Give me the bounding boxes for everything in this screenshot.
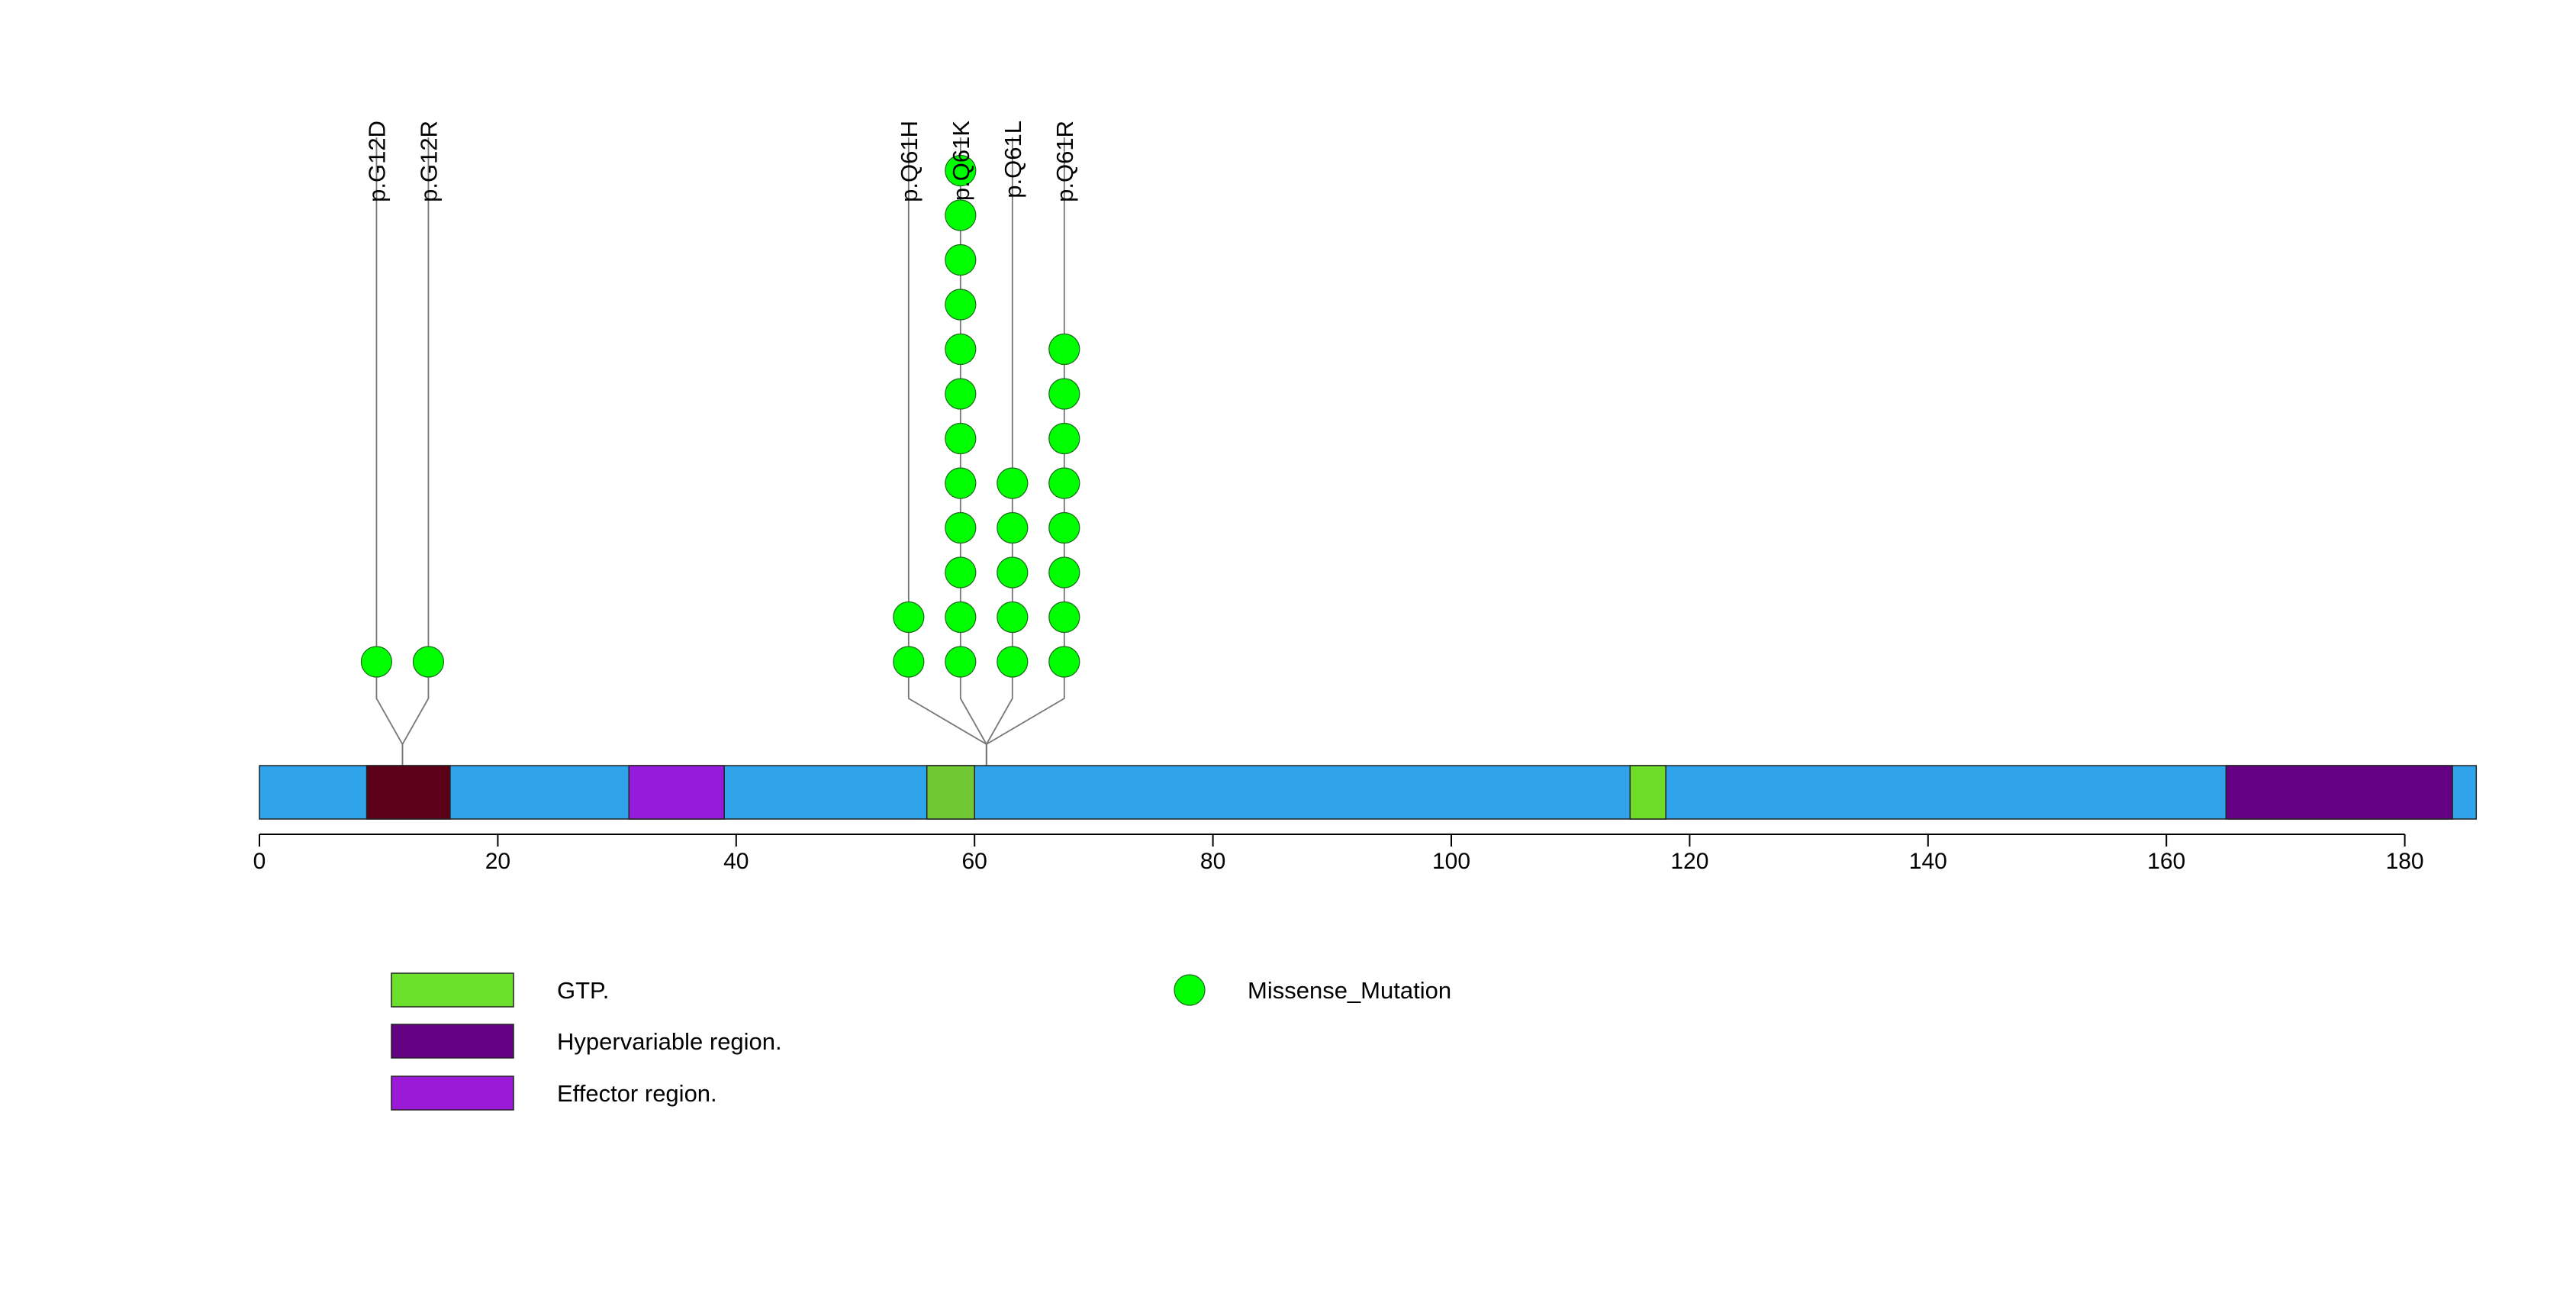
mutation-marker [1048,333,1080,366]
mutation-marker [945,601,977,634]
mutation-marker [1048,646,1080,678]
tick-label: 60 [962,849,987,874]
mutation-marker [1048,511,1080,544]
mutation-marker [893,646,925,678]
mutation-marker [893,601,925,634]
mutation-marker [945,199,977,231]
legend-swatch [391,1024,514,1059]
tick-label: 120 [1670,849,1708,874]
mutation-marker [945,289,977,321]
mutation-stem [985,137,1065,766]
tick-label: 140 [1909,849,1947,874]
mutation-marker [945,154,977,187]
legend-label: Hypervariable region. [557,1028,782,1055]
tick-label: 20 [485,849,510,874]
protein-track [259,765,2478,820]
mutation-marker [997,556,1029,589]
mutation-marker [412,646,445,678]
protein-backbone [259,765,2478,820]
legend-mutation-marker [1174,974,1206,1006]
domain-0 [365,765,451,820]
mutation-marker [945,422,977,455]
mutation-markers [360,154,1080,678]
mutation-marker [1048,378,1080,410]
mutation-marker [1048,556,1080,589]
mutation-stems [375,137,1065,766]
domain-2 [926,765,975,820]
mutation-marker [1048,422,1080,455]
domain-3 [1629,765,1666,820]
legend-swatch [391,1076,514,1111]
mutation-label: p.Q61H [896,121,923,202]
tick-label: 80 [1200,849,1225,874]
mutation-label: p.G12D [363,121,390,202]
tick-label: 40 [723,849,749,874]
legend-label: GTP. [557,977,609,1004]
legend-mutation-label: Missense_Mutation [1248,977,1451,1004]
domain-1 [628,765,725,820]
mutation-marker [945,556,977,589]
mutation-marker [997,467,1029,499]
tick-label: 180 [2386,849,2424,874]
mutation-label: p.G12R [415,121,442,202]
mutation-labels: p.G12D p.G12R p.Q61H p.Q61K p.Q61L p.Q61R [363,121,1077,202]
x-axis: 0 20 40 60 80 100 120 140 160 180 [253,834,2424,874]
mutation-marker [945,243,977,276]
mutation-marker [997,646,1029,678]
legend: GTP. Hypervariable region. Effector region… [391,972,1451,1111]
mutation-marker [945,646,977,678]
domain-4 [2225,765,2453,820]
mutation-marker [997,511,1029,544]
mutation-label: p.Q61L [1000,121,1026,198]
mutation-marker [1048,467,1080,499]
tick-label: 0 [253,849,266,874]
mutation-label: p.Q61K [948,121,974,201]
mutation-marker [945,378,977,410]
mutation-marker [945,467,977,499]
tick-label: 100 [1432,849,1470,874]
mutation-label: p.Q61R [1051,121,1078,202]
mutation-marker [997,601,1029,634]
mutation-marker [945,511,977,544]
mutation-marker [945,333,977,366]
mutation-stem [401,137,430,766]
mutation-marker [360,646,393,678]
legend-swatch [391,972,514,1008]
legend-label: Effector region. [557,1080,717,1107]
mutation-marker [1048,601,1080,634]
tick-label: 160 [2147,849,2185,874]
